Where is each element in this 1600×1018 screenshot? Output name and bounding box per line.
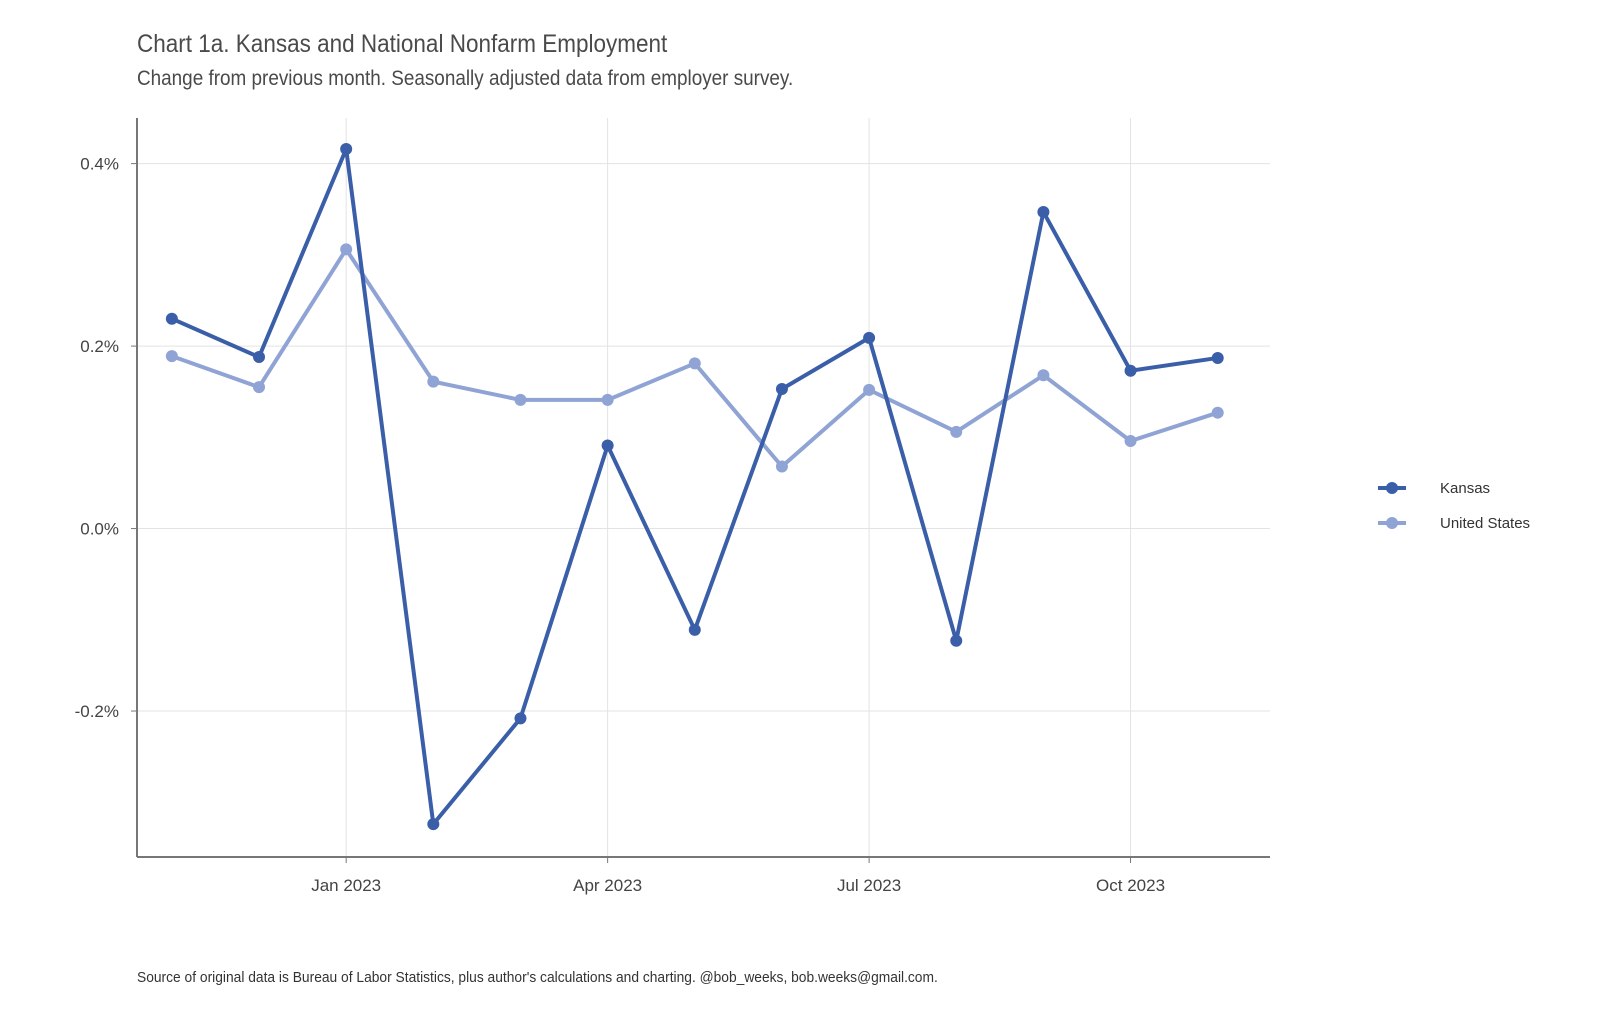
data-point-kansas xyxy=(427,818,440,831)
data-point-kansas xyxy=(863,331,876,344)
data-point-kansas xyxy=(775,382,788,395)
data-point-kansas xyxy=(253,351,266,364)
data-point-kansas xyxy=(514,712,527,725)
y-tick-label: 0.2% xyxy=(80,337,119,356)
data-point-kansas xyxy=(1211,351,1224,364)
gridlines xyxy=(137,118,1270,857)
series-united-states xyxy=(165,243,1224,473)
y-tick-label: 0.0% xyxy=(80,520,119,539)
data-point-united-states xyxy=(427,375,440,388)
data-point-united-states xyxy=(253,381,266,394)
data-point-united-states xyxy=(950,425,963,438)
series-kansas xyxy=(165,143,1224,831)
data-point-kansas xyxy=(950,634,963,647)
data-point-united-states xyxy=(601,393,614,406)
data-point-united-states xyxy=(688,357,701,370)
source-caption: Source of original data is Bureau of Lab… xyxy=(137,969,938,986)
x-tick-label: Jan 2023 xyxy=(311,876,381,895)
data-point-kansas xyxy=(601,439,614,452)
data-point-kansas xyxy=(1037,205,1050,218)
chart-title: Chart 1a. Kansas and National Nonfarm Em… xyxy=(137,30,668,58)
data-point-united-states xyxy=(1211,406,1224,419)
legend-item-united-states: United States xyxy=(1378,515,1530,532)
legend-swatch-marker xyxy=(1386,517,1398,529)
legend-swatch-marker xyxy=(1386,482,1398,494)
data-point-kansas xyxy=(165,312,178,325)
legend-item-kansas: Kansas xyxy=(1378,480,1490,497)
series-lines xyxy=(165,143,1224,831)
x-tick-label: Apr 2023 xyxy=(573,876,642,895)
legend-label: Kansas xyxy=(1440,480,1490,497)
data-point-united-states xyxy=(514,393,527,406)
series-line-kansas xyxy=(169,147,1220,827)
data-point-united-states xyxy=(1124,434,1137,447)
x-tick-label: Jul 2023 xyxy=(837,876,901,895)
data-point-united-states xyxy=(863,383,876,396)
data-point-kansas xyxy=(340,143,353,156)
data-point-united-states xyxy=(340,243,353,256)
legend-label: United States xyxy=(1440,515,1530,532)
y-tick-label: -0.2% xyxy=(75,702,119,721)
x-tick-label: Oct 2023 xyxy=(1096,876,1165,895)
data-point-kansas xyxy=(1124,364,1137,377)
legend: Kansas United States xyxy=(1378,480,1530,532)
data-point-kansas xyxy=(688,623,701,636)
chart-subtitle: Change from previous month. Seasonally a… xyxy=(137,67,794,90)
axes: 0.4% 0.2% 0.0% -0.2% Jan 2023 Apr 2023 Jul 202… xyxy=(75,118,1270,895)
data-point-united-states xyxy=(165,350,178,363)
data-point-united-states xyxy=(775,460,788,473)
data-point-united-states xyxy=(1037,369,1050,382)
y-tick-label: 0.4% xyxy=(80,155,119,174)
